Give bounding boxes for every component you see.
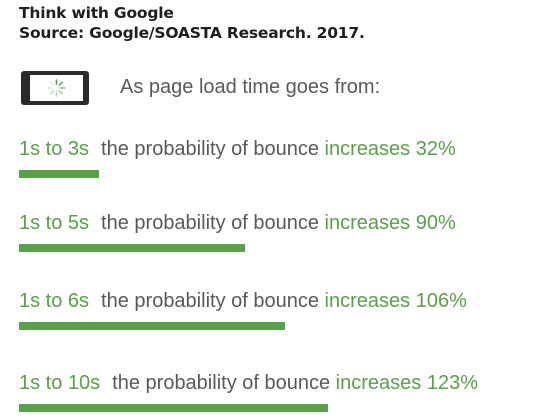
category-label: 1s to 5s [19, 212, 90, 234]
value-label: 90% [415, 212, 456, 234]
row-verb: increases [324, 212, 411, 234]
phone-loading-icon [21, 71, 89, 105]
row-sentence: the probability of bounce [112, 372, 331, 394]
chart-row: 1s to 10s the probability of bounce incre… [19, 370, 529, 420]
row-verb: increases [335, 372, 422, 394]
intro-text: As page load time goes from: [120, 76, 381, 98]
spinner-icon [47, 79, 66, 97]
value-label: 106% [415, 290, 467, 312]
header-brand: Think with Google [19, 4, 174, 22]
chart-row: 1s to 3s the probability of bounce increa… [19, 136, 529, 186]
category-label: 1s to 6s [19, 290, 90, 312]
value-label: 123% [426, 372, 478, 394]
header: Think with Google Source: Google/SOASTA … [19, 3, 365, 43]
chart-row: 1s to 6s the probability of bounce increa… [19, 288, 529, 338]
category-label: 1s to 10s [19, 372, 101, 394]
row-verb: increases [324, 290, 411, 312]
bar [19, 322, 285, 330]
bar [19, 170, 99, 178]
value-label: 32% [415, 138, 456, 160]
header-source: Source: Google/SOASTA Research. 2017. [19, 24, 365, 42]
chart-row: 1s to 5s the probability of bounce increa… [19, 210, 529, 260]
row-sentence: the probability of bounce [101, 138, 319, 160]
row-sentence: the probability of bounce [101, 212, 319, 234]
bar [19, 244, 245, 252]
bar [19, 404, 328, 412]
category-label: 1s to 3s [19, 138, 90, 160]
row-verb: increases [324, 138, 411, 160]
row-sentence: the probability of bounce [101, 290, 319, 312]
